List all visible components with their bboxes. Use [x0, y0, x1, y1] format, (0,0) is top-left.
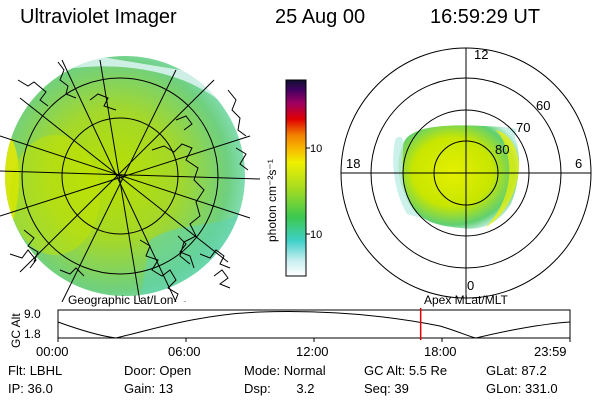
status-ip: IP: 36.0: [8, 381, 53, 396]
colorbar-label: photon cm⁻²s⁻¹: [265, 159, 279, 242]
status-filter: Flt: LBHL: [8, 363, 63, 378]
status-glat: GLat: 87.2: [486, 363, 547, 378]
mlt-label-12: 12: [474, 47, 488, 62]
image-time: 16:59:29 UT: [430, 6, 541, 28]
status-gc-alt: GC Alt: 5.5 Re: [364, 363, 448, 378]
image-date: 25 Aug 00: [275, 6, 366, 28]
colorbar-tick-label: 100: [310, 143, 322, 155]
latitude-label-70: 70: [516, 120, 530, 135]
status-door: Door: Open: [124, 363, 192, 378]
y-tick-top: 9.0: [24, 307, 41, 321]
status-dsp: Dsp: 3.2: [244, 381, 315, 396]
status-gain: Gain: 13: [124, 381, 174, 396]
y-axis-title: GC Alt: [9, 313, 23, 348]
x-tick-label: 06:00: [168, 344, 201, 359]
geographic-auroral-image: [0, 56, 260, 302]
colorbar-tick-label: 10: [310, 229, 322, 241]
status-seq: Seq: 39: [364, 381, 409, 396]
instrument-title: Ultraviolet Imager: [20, 6, 177, 28]
status-glon: GLon: 331.0: [486, 381, 558, 396]
geographic-label: Geographic Lat/Lon: [68, 293, 174, 307]
altitude-curve: [57, 311, 571, 339]
intensity-colorbar: photon cm⁻²s⁻¹ 100 10: [265, 79, 322, 277]
y-tick-bottom: 1.8: [24, 327, 41, 341]
mlt-label-18: 18: [346, 156, 360, 171]
latitude-label-60: 60: [536, 98, 550, 113]
x-tick-label: 23:59: [534, 344, 567, 359]
magnetic-polar-plot: 12 18 6 0 60 70 80: [340, 47, 592, 299]
status-mode: Mode: Normal: [244, 363, 326, 378]
x-tick-label: 00:00: [36, 344, 69, 359]
x-tick-label: 12:00: [296, 344, 329, 359]
latitude-label-80: 80: [495, 142, 509, 157]
apex-label: Apex MLat/MLT: [424, 293, 508, 307]
mlt-label-0: 0: [467, 278, 474, 293]
mlt-label-6: 6: [575, 156, 582, 171]
x-tick-label: 18:00: [424, 344, 457, 359]
orbit-altitude-plot: GC Alt 9.0 1.8: [9, 307, 571, 348]
